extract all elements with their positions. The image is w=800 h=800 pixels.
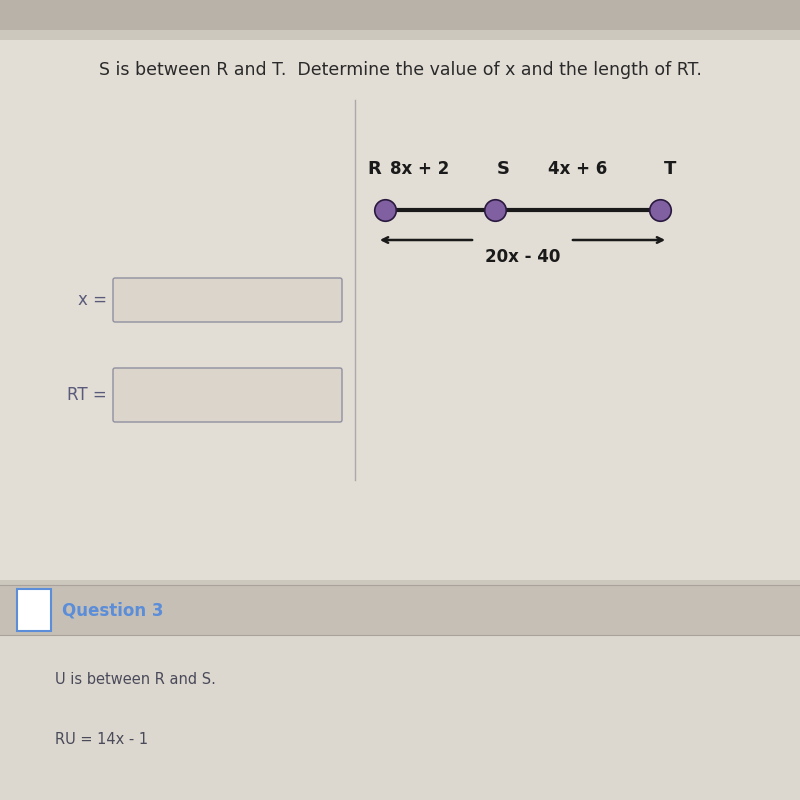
Text: 8x + 2: 8x + 2 (390, 160, 450, 178)
FancyBboxPatch shape (113, 278, 342, 322)
Point (378, 203, 391, 216)
Bar (0, 585, 800, 635)
Bar (0, 0, 800, 30)
Text: S is between R and T.  Determine the value of x and the length of RT.: S is between R and T. Determine the valu… (98, 61, 702, 79)
Bar (0, 40, 800, 580)
Text: RT =: RT = (67, 386, 107, 404)
Text: 4x + 6: 4x + 6 (548, 160, 607, 178)
Text: T: T (664, 160, 676, 178)
Text: 20x - 40: 20x - 40 (485, 248, 560, 266)
Bar (0, 635, 800, 800)
Text: Question 3: Question 3 (62, 601, 163, 619)
Text: U is between R and S.: U is between R and S. (55, 673, 216, 687)
FancyBboxPatch shape (113, 368, 342, 422)
Text: R: R (367, 160, 381, 178)
Text: x =: x = (78, 291, 107, 309)
Text: RU = 14x - 1: RU = 14x - 1 (55, 733, 148, 747)
Text: S: S (497, 160, 510, 178)
Point (489, 203, 502, 216)
Point (654, 203, 666, 216)
FancyBboxPatch shape (17, 589, 51, 631)
